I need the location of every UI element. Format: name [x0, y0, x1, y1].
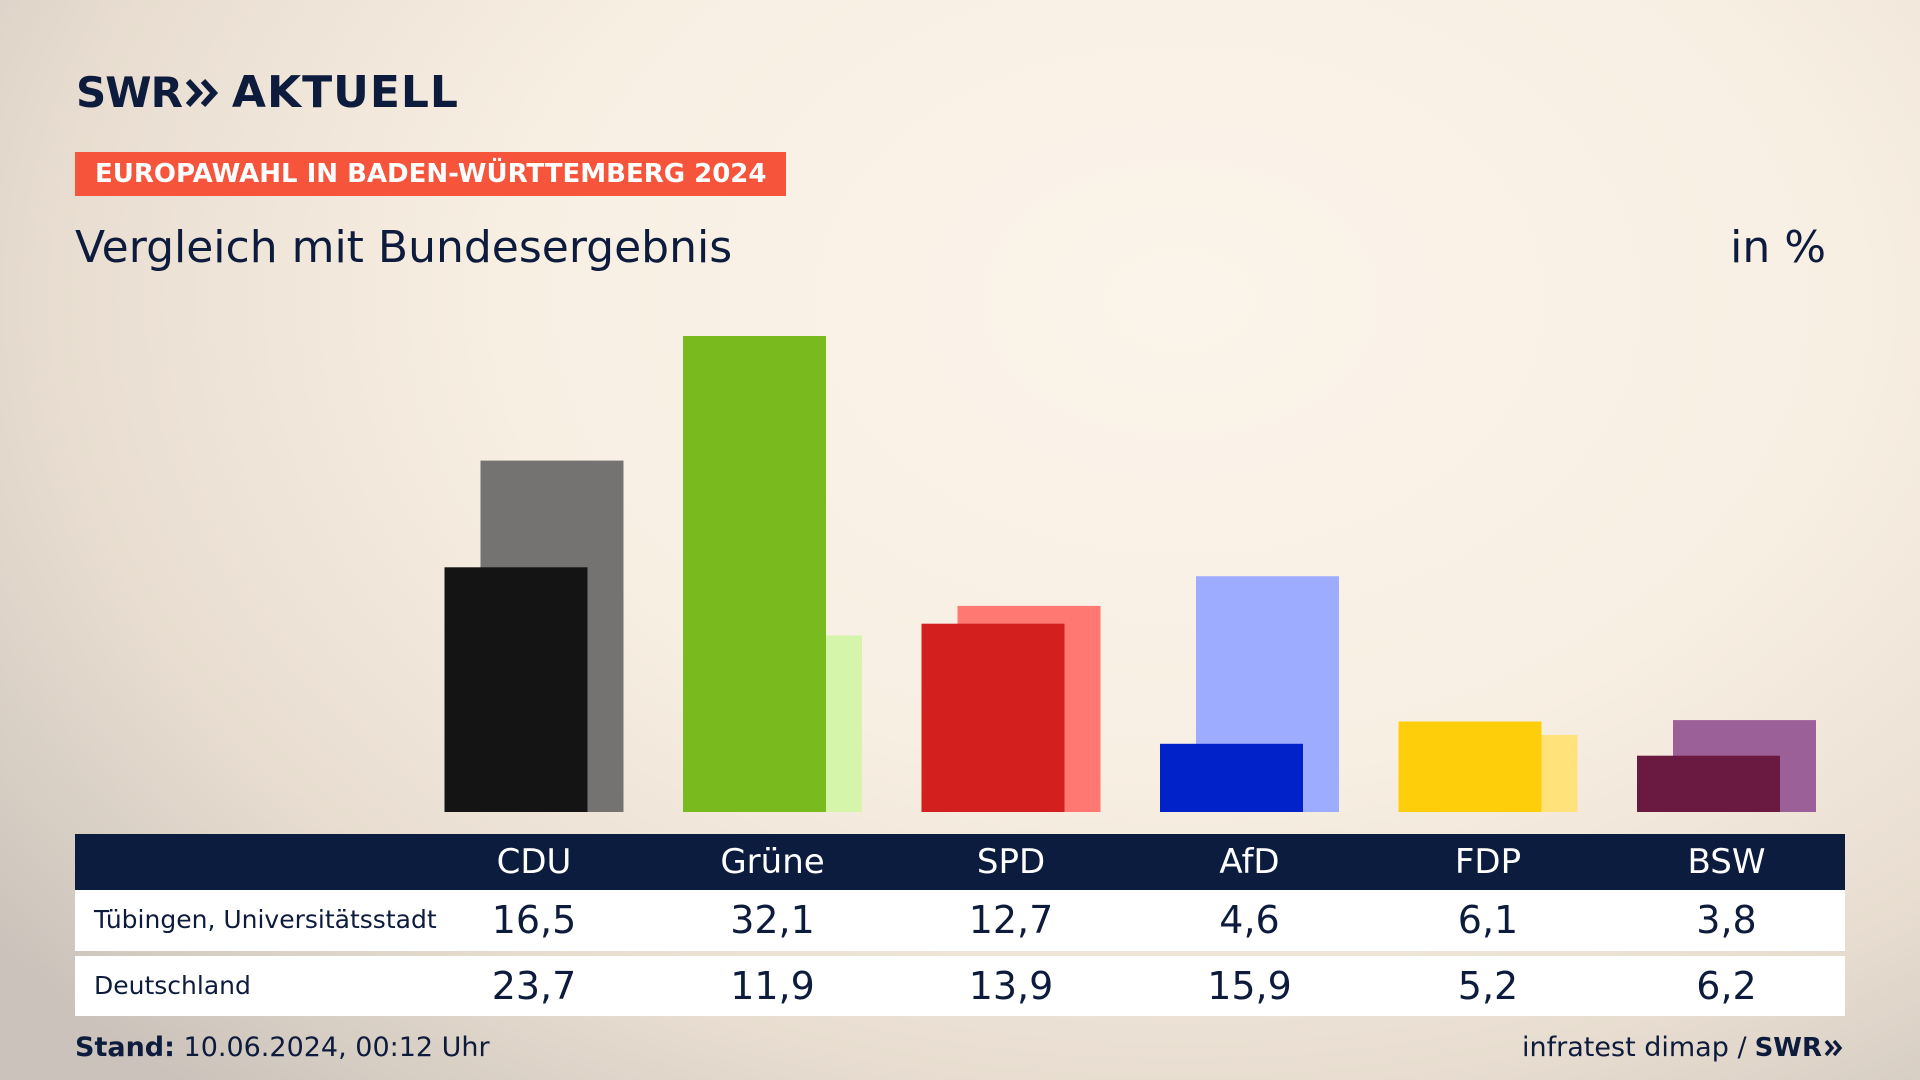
election-banner: EUROPAWAHL IN BADEN-WÜRTTEMBERG 2024 [75, 152, 787, 196]
value-label: 5,2 [1457, 964, 1519, 1008]
bar-local-3 [1160, 743, 1303, 812]
unit-label: in % [1730, 222, 1826, 273]
value-label: 4,6 [1219, 898, 1280, 942]
logo-brand: SWR [76, 68, 183, 117]
bar-chart [444, 336, 1816, 812]
party-label: FDP [1454, 842, 1522, 882]
value-label: 13,9 [968, 964, 1054, 1008]
results-table: CDU Grüne SPD AfD FDP BSW Tübingen, Universit… [75, 834, 1845, 1016]
source-credit: infratest dimap / SWR [1522, 1030, 1844, 1066]
source-brand: SWR [1754, 1033, 1822, 1063]
value-label: 6,2 [1696, 964, 1757, 1008]
bar-local-0 [444, 567, 588, 812]
table-row: Tübingen, Universitätsstadt 16,5 32,1 12,7… [75, 890, 1845, 951]
logo-product: AKTUELL [231, 67, 459, 118]
value-label: 15,9 [1207, 964, 1292, 1008]
bar-local-2 [921, 623, 1065, 812]
value-label: 16,5 [491, 898, 577, 942]
row-label-national: Deutschland [94, 971, 251, 1000]
value-label: 6,1 [1457, 898, 1519, 942]
bar-local-4 [1398, 721, 1542, 812]
value-label: 3,8 [1696, 898, 1757, 942]
table-header: CDU Grüne SPD AfD FDP BSW [75, 834, 1845, 890]
value-label: 32,1 [730, 898, 815, 942]
value-label: 23,7 [491, 964, 577, 1008]
double-chevron-icon [1824, 1039, 1843, 1057]
party-label: CDU [496, 842, 572, 882]
timestamp: Stand: 10.06.2024, 00:12 Uhr [75, 1030, 490, 1066]
party-label: BSW [1687, 842, 1766, 882]
source-text: infratest dimap / [1522, 1032, 1747, 1063]
table-row: Deutschland 23,7 11,9 13,9 15,9 5,2 6,2 [75, 956, 1845, 1016]
swr-aktuell-logo: SWR AKTUELL [76, 68, 459, 118]
bar-local-5 [1637, 755, 1780, 812]
party-label: SPD [976, 842, 1046, 882]
double-chevron-icon [185, 78, 218, 108]
value-label: 11,9 [730, 964, 815, 1008]
chart-subtitle: Vergleich mit Bundesergebnis [75, 222, 733, 273]
stand-value: 10.06.2024, 00:12 Uhr [183, 1032, 490, 1063]
party-label: AfD [1219, 842, 1280, 882]
stand-label: Stand: [75, 1032, 175, 1063]
bar-local-1 [683, 336, 826, 812]
party-label: Grüne [720, 842, 825, 882]
value-label: 12,7 [968, 898, 1054, 942]
row-label-local: Tübingen, Universitätsstadt [94, 905, 437, 934]
